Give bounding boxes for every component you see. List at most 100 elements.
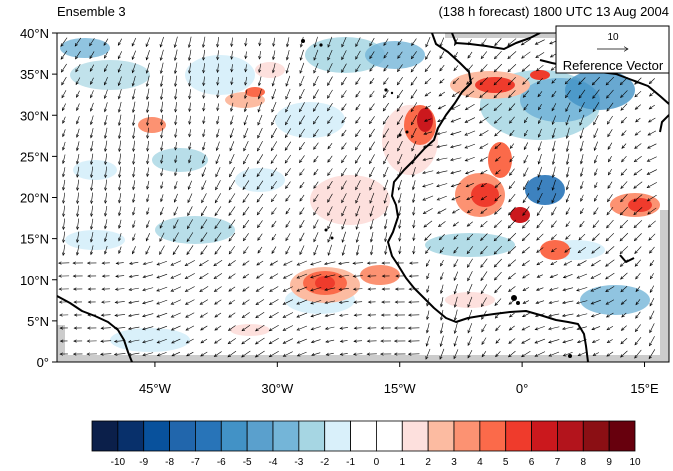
wind-vector-head [425,329,429,334]
wind-vector [128,313,140,317]
wind-vector [591,259,601,267]
wind-vector-head [73,313,78,317]
wind-vector [369,167,375,177]
wind-vector-head [580,185,584,190]
wind-vector-head [592,352,597,356]
wind-vector [479,90,489,98]
wind-vector [424,233,432,241]
wind-vector [231,77,233,85]
wind-vector-head [324,275,328,279]
wind-vector [453,65,459,71]
colorbar-swatch [195,420,222,452]
map-area [57,33,669,362]
wind-vector-head [495,171,499,175]
wind-vector-head [367,287,372,291]
wind-vector-head [590,275,595,279]
wind-vector [324,287,336,291]
wind-vector-head [284,147,288,151]
wind-vector [467,323,473,333]
wind-vector [426,273,430,279]
wind-vector-head [243,250,247,255]
wind-vector-head [634,263,639,267]
wind-vector [454,284,458,294]
wind-vector [633,194,643,202]
wind-vector-head [551,121,555,126]
wind-vector [283,273,293,279]
wind-vector [282,325,294,331]
wind-vector [369,64,375,72]
wind-vector [199,299,209,305]
wind-vector [538,141,542,151]
wind-vector-head [313,44,317,48]
colorbar-label: 0 [374,457,380,468]
wind-vector [285,88,291,100]
wind-vector-head [299,184,303,189]
wind-vector-head [368,134,373,138]
wind-vector-head [606,211,610,216]
wind-vector-head [201,199,205,204]
wind-vector [591,246,601,254]
wind-vector [186,351,194,357]
wind-vector-head [73,339,77,343]
wind-vector-head [551,80,555,84]
wind-vector-head [104,200,108,204]
wind-vector [217,103,219,111]
wind-vector-head [534,340,539,344]
wind-vector-head [493,68,498,73]
wind-vector-head [188,108,192,113]
wind-vector-head [258,42,262,47]
wind-vector-head [324,313,329,318]
wind-vector-head [467,291,471,295]
wind-vector [341,116,347,124]
wind-vector [159,219,165,229]
wind-vector [188,155,192,163]
lat-tick-label: 0° [37,355,49,370]
wind-vector [536,233,544,241]
wind-vector-head [548,353,552,357]
wind-vector [77,192,79,204]
wind-vector-head [565,211,569,215]
wind-vector [255,324,265,332]
wind-vector-head [199,301,204,305]
wind-vector-head [104,55,107,59]
wind-vector [243,154,249,164]
wind-vector [590,273,602,279]
wind-vector-head [635,275,639,280]
wind-vector-head [634,341,638,346]
wind-vector-head [103,81,107,86]
wind-vector [119,153,121,165]
wind-vector [494,298,502,306]
colorbar: -10 -9 -8 -7 -6 -5 -4 -3 -2 -1 0 1 2 3 4 5 6 7 8 9 10 [91,420,641,468]
wind-vector-head [634,250,638,255]
wind-vector [592,339,600,343]
wind-vector [118,179,122,191]
wind-vector [425,348,431,360]
wind-vector [119,166,121,178]
wind-vector-head [216,56,220,61]
wind-vector [105,179,107,191]
wind-vector [467,283,473,295]
wind-vector-head [257,82,262,87]
wind-vector-head [299,238,303,242]
wind-vector-head [200,340,205,344]
wind-vector-head [114,300,119,304]
wind-vector [201,206,207,216]
wind-vector-head [268,315,273,319]
wind-vector [214,351,222,357]
wind-vector-head [481,303,485,308]
wind-vector-head [521,340,525,344]
wind-vector [256,167,264,177]
wind-vector [147,127,149,139]
wind-vector-head [173,44,177,48]
wind-vector [241,324,251,332]
wind-vector-head [313,95,317,100]
wind-vector-head [310,262,314,266]
wind-vector-head [607,171,611,176]
wind-vector-head [296,275,301,279]
wind-vector-head [325,352,330,356]
wind-vector [255,299,265,305]
wind-vector-head [313,238,317,243]
wind-vector-head [411,121,414,126]
wind-vector-head [439,317,444,321]
wind-vector [551,220,557,228]
